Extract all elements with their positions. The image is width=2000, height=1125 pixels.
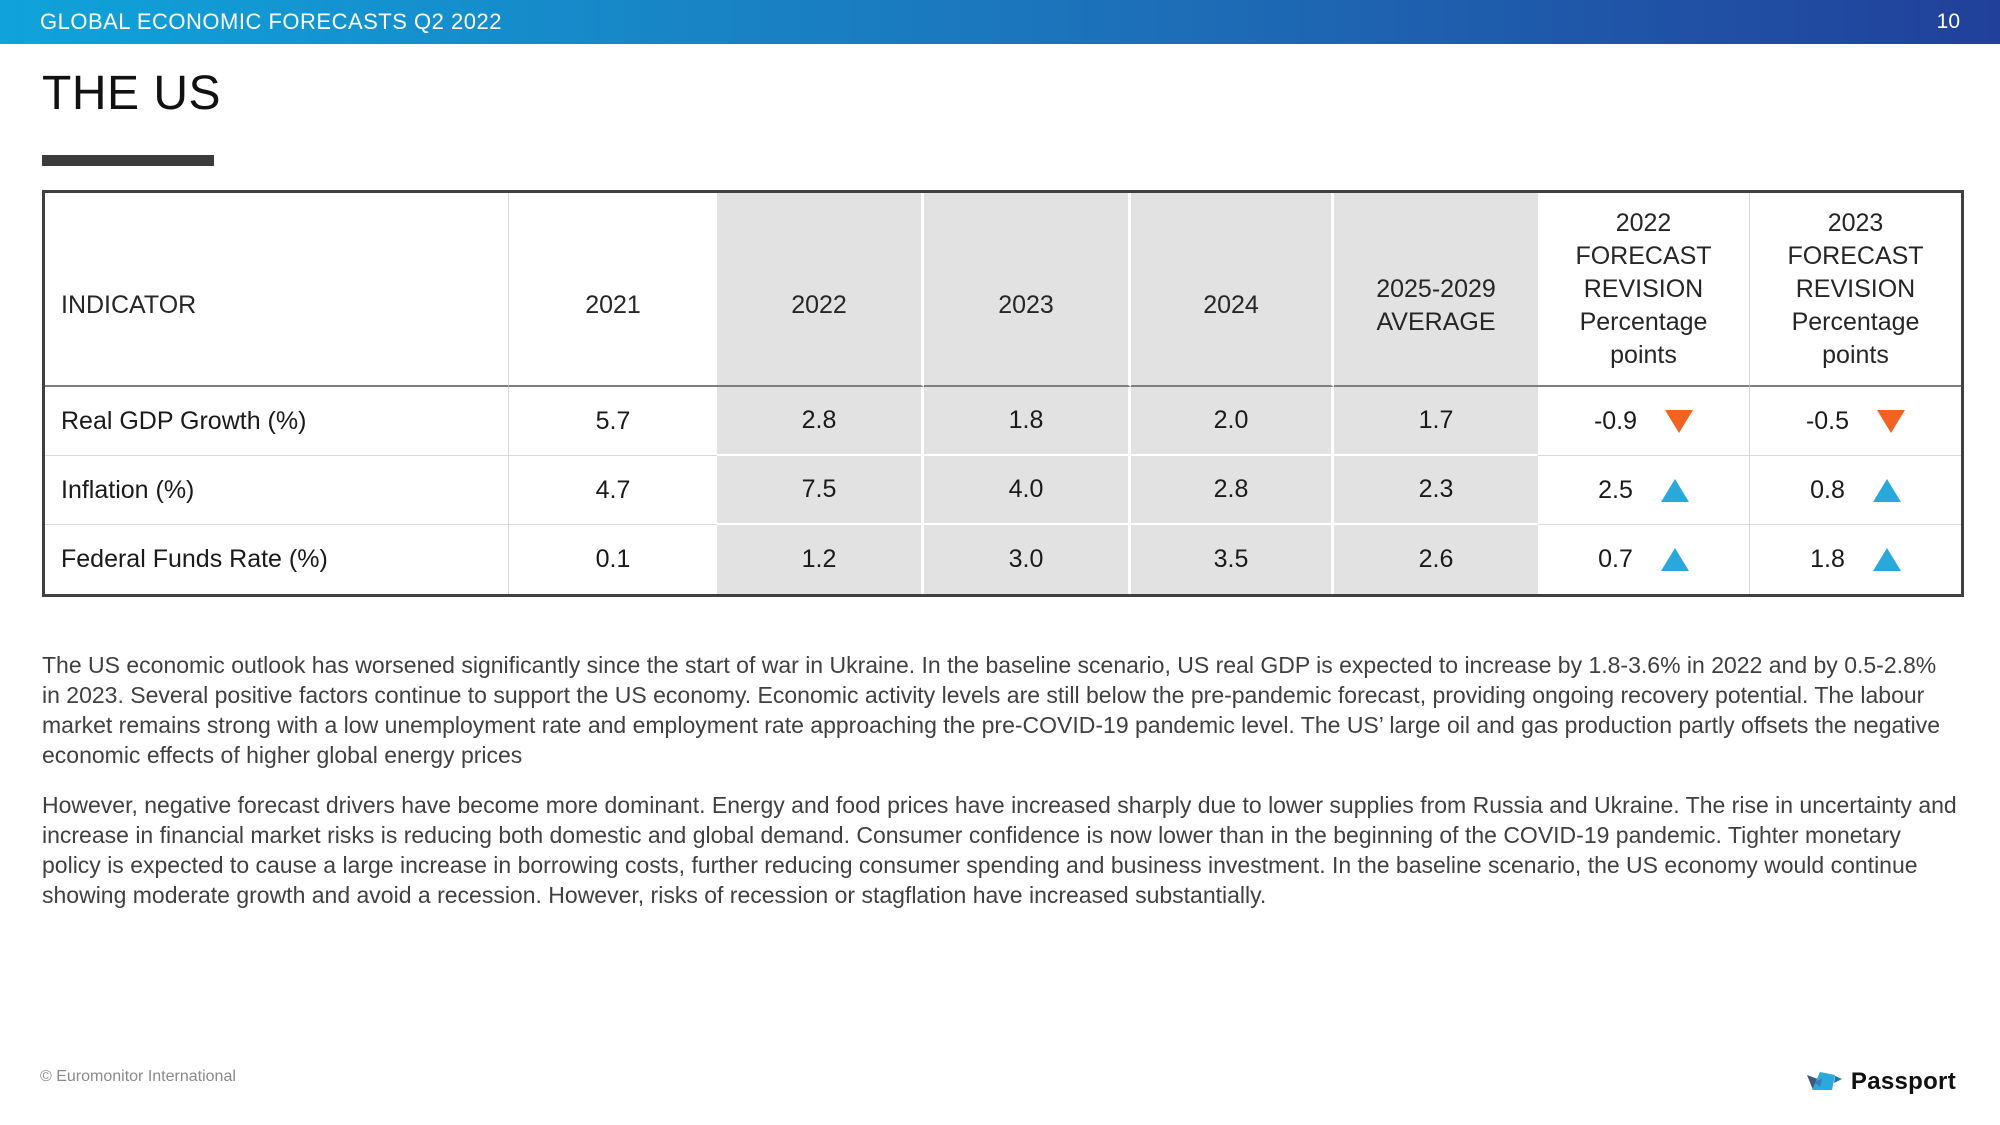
cell-2023: 3.0: [924, 525, 1131, 594]
page-title: THE US: [42, 67, 222, 120]
column-header-2023: 2023: [924, 193, 1131, 387]
revision-value: 0.8: [1810, 475, 1845, 504]
cell-2021: 5.7: [509, 387, 717, 456]
cell-2022: 2.8: [717, 387, 924, 456]
revision-down-arrow-icon: [1877, 409, 1906, 433]
title-underline: [42, 155, 214, 166]
column-header-2024: 2024: [1131, 193, 1334, 387]
column-header-indicator: INDICATOR: [45, 193, 509, 387]
revision-value: -0.9: [1593, 406, 1638, 435]
revision-up-arrow-icon: [1872, 548, 1901, 571]
revision-header-label: FORECAST REVISION: [1787, 241, 1924, 303]
revision-down-arrow-icon: [1665, 409, 1694, 433]
table-header-row: INDICATOR 2021 2022 2023 2024 2025-2029 …: [45, 193, 1961, 387]
cell-2022: 1.2: [717, 525, 924, 594]
forecast-table: INDICATOR 2021 2022 2023 2024 2025-2029 …: [42, 190, 1964, 597]
revision-up-arrow-icon: [1660, 478, 1689, 502]
deck-title: GLOBAL ECONOMIC FORECASTS Q2 2022: [40, 9, 502, 34]
passport-logo-text: Passport: [1850, 1068, 1956, 1095]
commentary-paragraph-2: However, negative forecast drivers have …: [42, 792, 1957, 908]
cell-2023: 4.0: [924, 456, 1131, 525]
column-header-2021: 2021: [509, 193, 717, 387]
slide-header-bar: GLOBAL ECONOMIC FORECASTS Q2 2022 10: [0, 0, 2000, 44]
revision-value: -0.5: [1805, 406, 1850, 435]
revision-header-unit: Percentage points: [1791, 307, 1920, 369]
revision-header-unit: Percentage points: [1579, 307, 1708, 369]
cell-revision-2023: 0.8: [1750, 456, 1961, 525]
cell-2025-2029-average: 2.3: [1334, 456, 1538, 525]
cell-2024: 2.0: [1131, 387, 1334, 456]
revision-header-year: 2022: [1615, 208, 1672, 237]
page-number: 10: [1936, 10, 1960, 33]
cell-2021: 0.1: [595, 545, 631, 573]
cell-revision-2022: 2.5: [1538, 456, 1750, 525]
cell-2021: 4.7: [509, 456, 717, 525]
column-header-2023-forecast-revision: 2023 FORECAST REVISION Percentage points: [1750, 193, 1961, 387]
revision-value: 2.5: [1598, 475, 1633, 504]
commentary-paragraph-1: The US economic outlook has worsened sig…: [42, 652, 1941, 768]
cell-2025-2029-average: 1.7: [1334, 387, 1538, 456]
revision-up-arrow-icon: [1660, 548, 1689, 571]
revision-header-year: 2023: [1827, 208, 1884, 237]
column-header-2022: 2022: [717, 193, 924, 387]
cell-revision-2022: 0.7: [1538, 525, 1750, 594]
cell-2023: 1.8: [924, 387, 1131, 456]
column-header-2022-forecast-revision: 2022 FORECAST REVISION Percentage points: [1538, 193, 1750, 387]
cell-revision-2023: -0.5: [1750, 387, 1961, 456]
indicator-label: Inflation (%): [45, 456, 509, 525]
revision-value: 0.7: [1598, 545, 1633, 573]
indicator-label: Federal Funds Rate (%): [45, 525, 509, 594]
cell-2024: 2.8: [1131, 456, 1334, 525]
column-header-2025-2029-average: 2025-2029 AVERAGE: [1334, 193, 1538, 387]
table-row-real-gdp-growth: Real GDP Growth (%) 5.7 2.8 1.8 2.0 1.7 …: [45, 387, 1961, 456]
cell-2022: 7.5: [717, 456, 924, 525]
revision-up-arrow-icon: [1872, 478, 1901, 502]
cell-revision-2023: 1.8: [1750, 525, 1961, 594]
cell-2024: 3.5: [1131, 525, 1334, 594]
copyright-notice: © Euromonitor International: [40, 1068, 236, 1085]
revision-header-label: FORECAST REVISION: [1575, 241, 1712, 303]
passport-logo: Passport: [1805, 1066, 1956, 1098]
average-header-label: 2025-2029 AVERAGE: [1376, 274, 1496, 336]
cell-2025-2029-average: 2.6: [1334, 525, 1538, 594]
table-row-federal-funds-rate: Federal Funds Rate (%) 0.1 1.2 3.0 3.5 2…: [45, 525, 1961, 594]
table-row-inflation: Inflation (%) 4.7 7.5 4.0 2.8 2.3 2.5 0.…: [45, 456, 1961, 525]
passport-bird-icon: [1806, 1072, 1842, 1090]
cell-revision-2022: -0.9: [1538, 387, 1750, 456]
revision-value: 1.8: [1810, 545, 1845, 573]
commentary-section: The US economic outlook has worsened sig…: [42, 650, 1958, 930]
indicator-label: Real GDP Growth (%): [45, 387, 509, 456]
